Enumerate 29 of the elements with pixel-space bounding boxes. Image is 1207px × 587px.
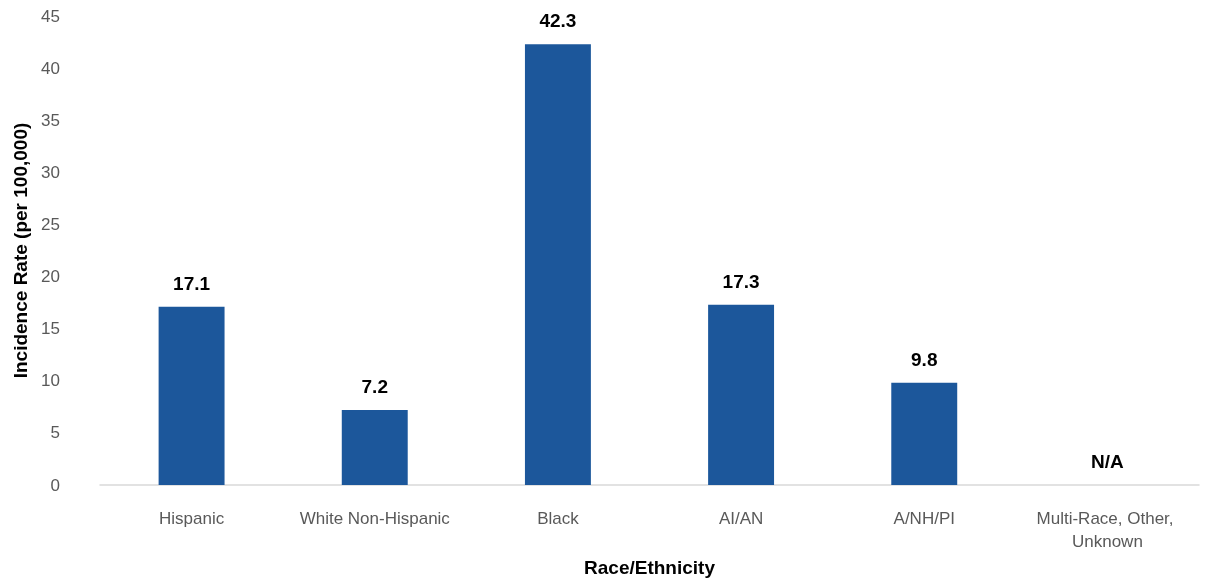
y-axis-title: Incidence Rate (per 100,000) [10, 122, 31, 379]
y-tick-label: 40 [41, 58, 60, 78]
y-tick-label: 35 [41, 110, 60, 130]
data-label: 17.3 [722, 270, 760, 292]
data-label: 7.2 [361, 375, 388, 397]
x-tick-label: Hispanic [158, 509, 225, 528]
bar [891, 382, 958, 485]
x-tick-label: Multi-Race, Other, Unknown [1036, 509, 1179, 551]
x-axis-title: Race/Ethnicity [584, 556, 716, 578]
x-tick-label: AI/AN [718, 509, 764, 528]
y-tick-label: 10 [41, 371, 60, 391]
y-tick-label: 5 [50, 423, 60, 443]
bar [158, 306, 225, 485]
x-tick-label: Black [537, 509, 580, 528]
data-label: 17.1 [173, 272, 211, 294]
y-tick-label: 25 [41, 214, 60, 234]
x-tick-label: A/NH/PI [893, 509, 955, 528]
bar [524, 44, 591, 485]
y-tick-label: 0 [50, 475, 60, 495]
bar [341, 409, 408, 485]
x-tick-label: White Non-Hispanic [299, 509, 451, 528]
y-tick-label: 30 [41, 162, 60, 182]
data-label: 9.8 [911, 348, 938, 370]
text: N/A [1091, 451, 1124, 472]
y-tick-label: 20 [41, 267, 60, 287]
bar [708, 304, 775, 485]
y-tick-label: 45 [41, 6, 60, 26]
y-tick-label: 15 [41, 319, 60, 339]
data-label: 42.3 [539, 10, 577, 32]
